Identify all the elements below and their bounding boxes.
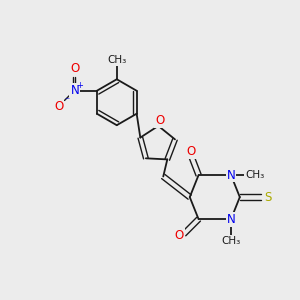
Text: O: O xyxy=(187,145,196,158)
Text: O: O xyxy=(175,229,184,242)
Text: N: N xyxy=(226,169,235,182)
Text: O: O xyxy=(70,62,80,75)
Text: N: N xyxy=(70,84,79,97)
Text: CH₃: CH₃ xyxy=(245,170,264,180)
Text: CH₃: CH₃ xyxy=(221,236,241,246)
Text: CH₃: CH₃ xyxy=(107,55,126,65)
Text: +: + xyxy=(76,81,83,90)
Text: ⁻: ⁻ xyxy=(64,96,69,106)
Text: N: N xyxy=(226,213,235,226)
Text: O: O xyxy=(54,100,63,113)
Text: S: S xyxy=(264,190,271,204)
Text: O: O xyxy=(155,114,164,127)
